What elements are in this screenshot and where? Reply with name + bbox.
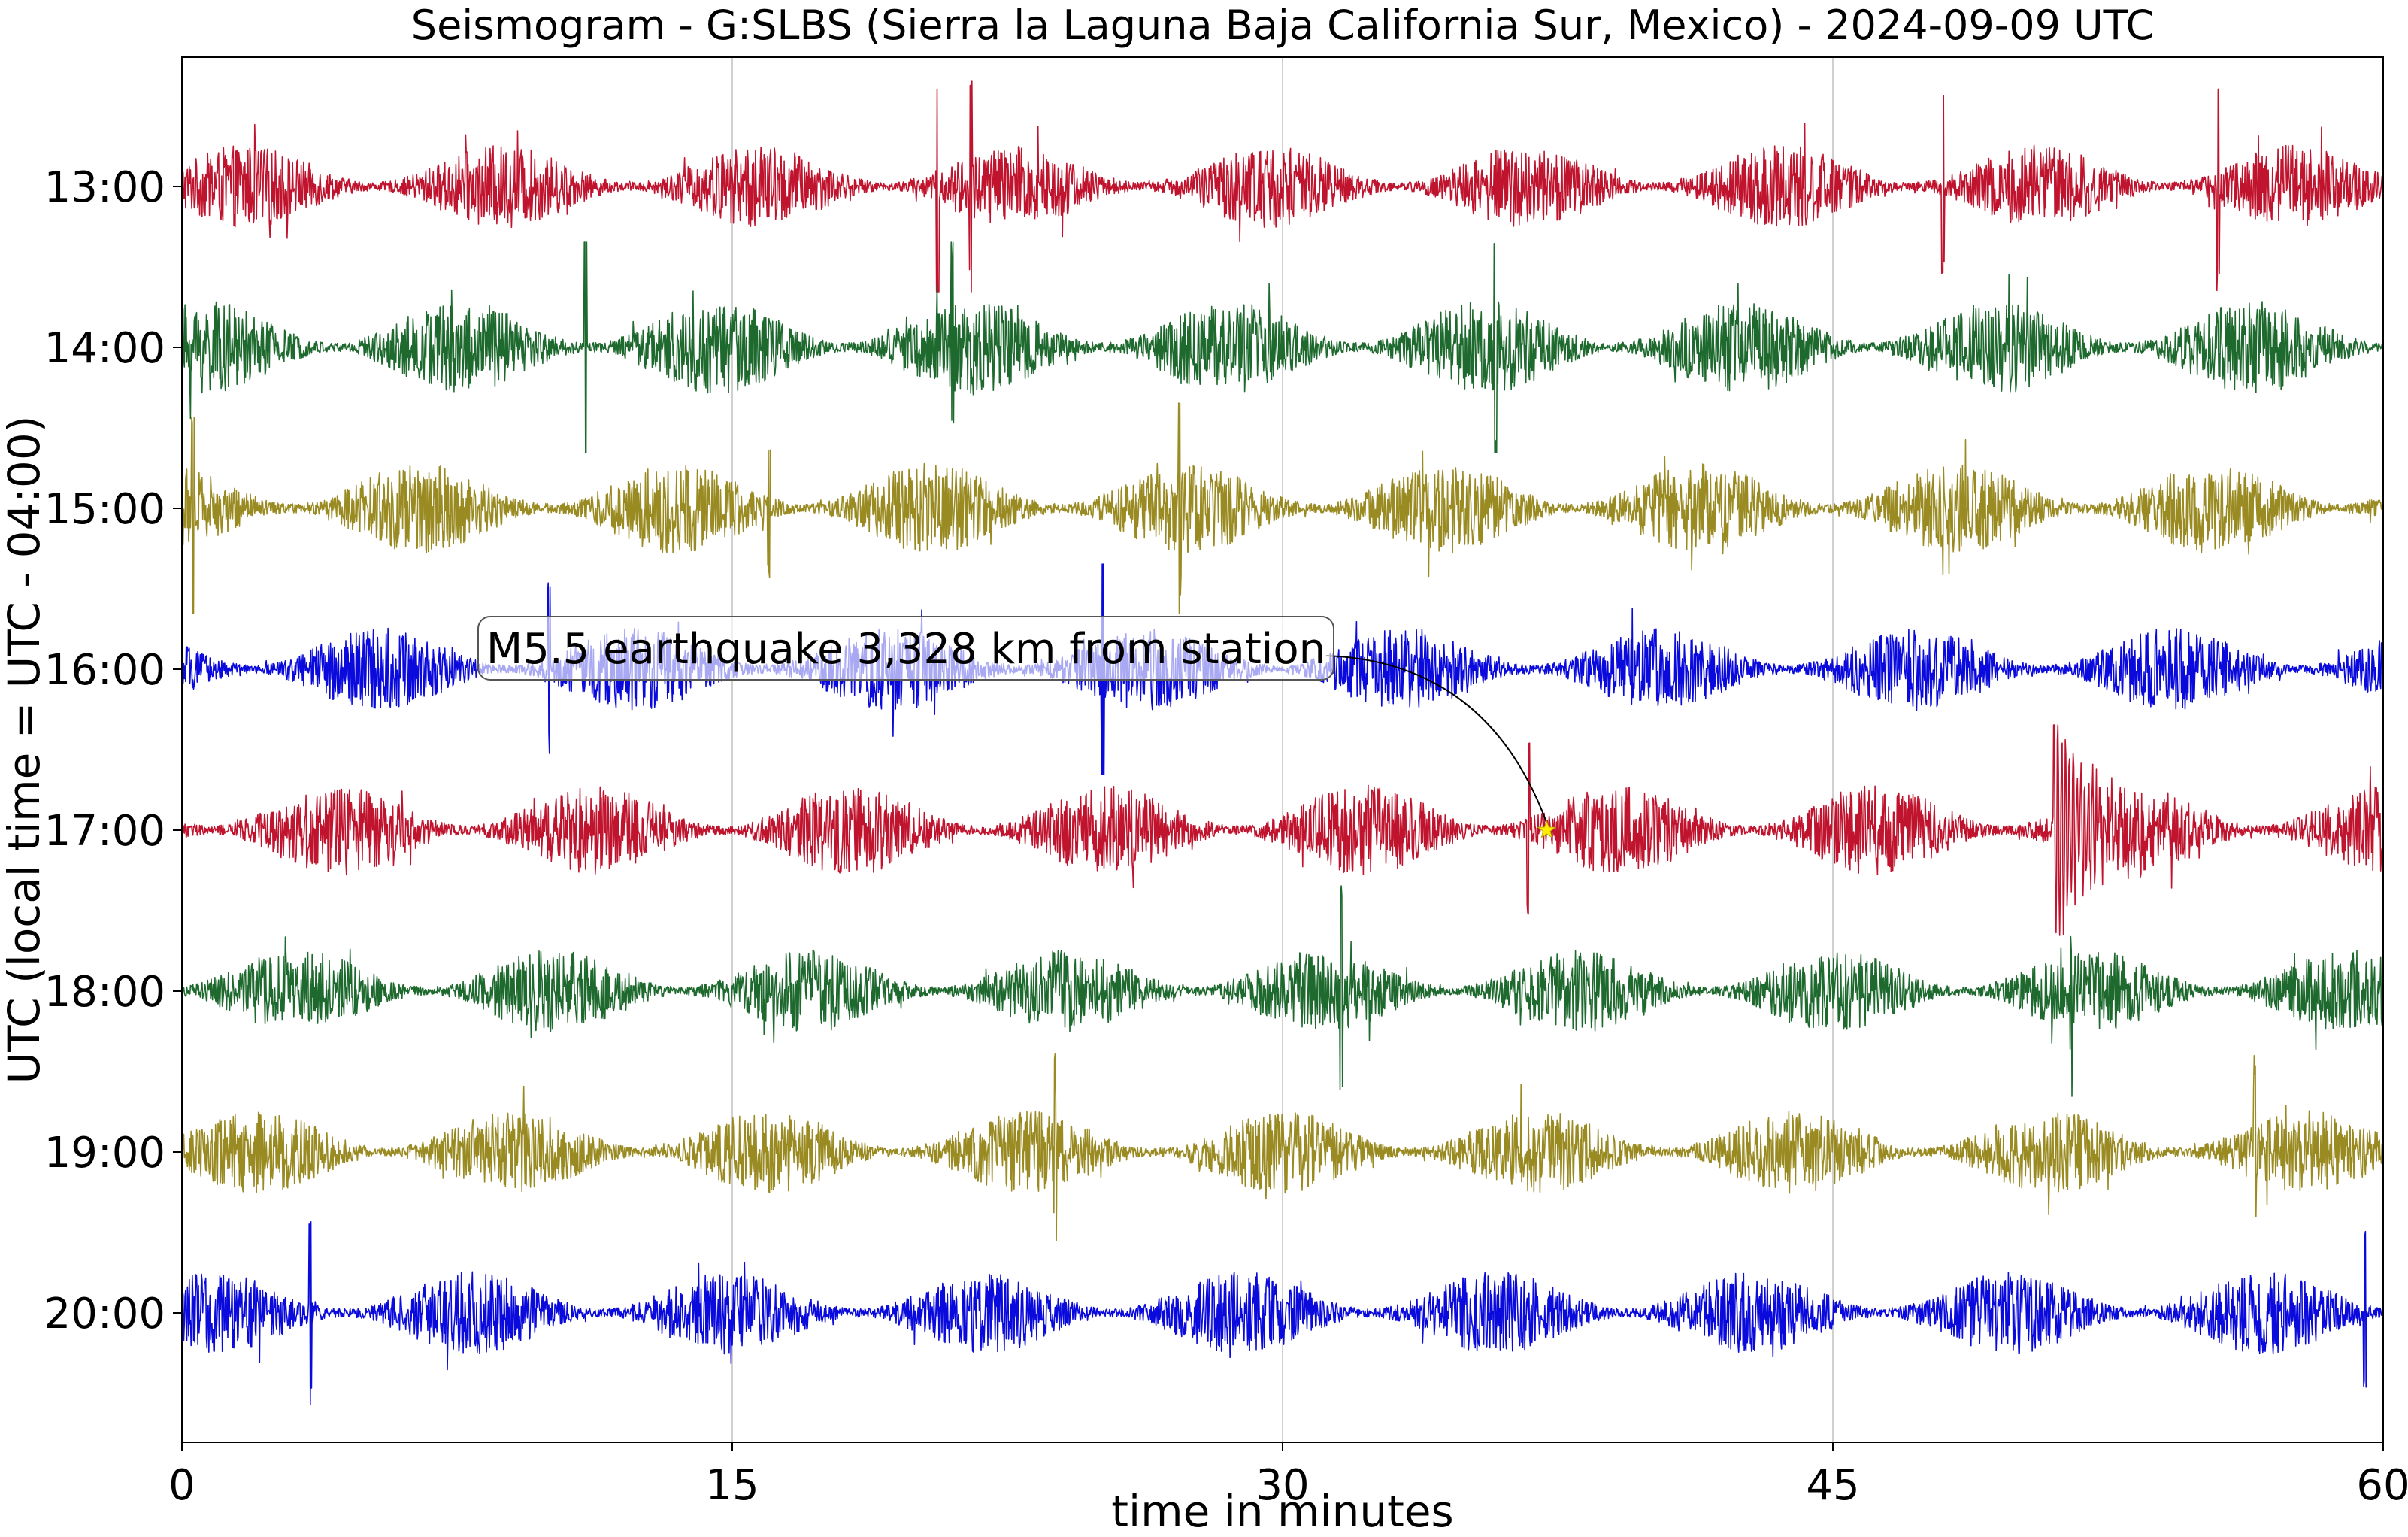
chart-title: Seismogram - G:SLBS (Sierra la Laguna Ba… <box>411 2 2154 49</box>
y-tick-label-1400: 14:00 <box>44 324 165 373</box>
trace-1900 <box>181 1053 2384 1241</box>
y-tick-label-1800: 18:00 <box>44 968 165 1017</box>
y-tick-label-2000: 20:00 <box>44 1290 165 1338</box>
trace-1800 <box>181 885 2384 1097</box>
y-tick-label-1900: 19:00 <box>44 1129 165 1178</box>
annotation-group: M5.5 earthquake 3,328 km from station <box>477 616 1557 838</box>
x-tick-label: 45 <box>1806 1461 1859 1510</box>
y-tick-label-1600: 16:00 <box>44 646 165 695</box>
trace-group <box>181 80 2384 1406</box>
trace-1300 <box>181 80 2384 293</box>
annotation-arrow <box>1325 655 1548 823</box>
x-tick-label: 15 <box>705 1461 759 1510</box>
trace-1700 <box>181 724 2384 936</box>
trace-1500 <box>181 402 2384 614</box>
x-tick-label: 60 <box>2356 1461 2408 1510</box>
x-axis-ticks: 0 15 30 45 60 <box>168 1442 2408 1510</box>
annotation-label: M5.5 earthquake 3,328 km from station <box>486 625 1325 674</box>
earthquake-marker-star-icon <box>1537 820 1557 838</box>
y-tick-label-1300: 13:00 <box>44 163 165 212</box>
trace-2000 <box>181 1221 2384 1406</box>
y-tick-label-1500: 15:00 <box>44 485 165 534</box>
y-tick-label-1700: 17:00 <box>44 807 165 856</box>
x-axis-label: time in minutes <box>1111 1486 1454 1537</box>
y-axis-ticks: 13:00 14:00 15:00 16:00 17:00 18:00 19:00 20:00 <box>44 163 182 1338</box>
annotation-box <box>477 616 1334 681</box>
x-tick-label: 0 <box>168 1461 195 1510</box>
y-axis-label: UTC (local time = UTC - 04:00) <box>0 416 50 1084</box>
x-tick-label: 30 <box>1255 1461 1309 1510</box>
trace-1400 <box>181 241 2384 453</box>
